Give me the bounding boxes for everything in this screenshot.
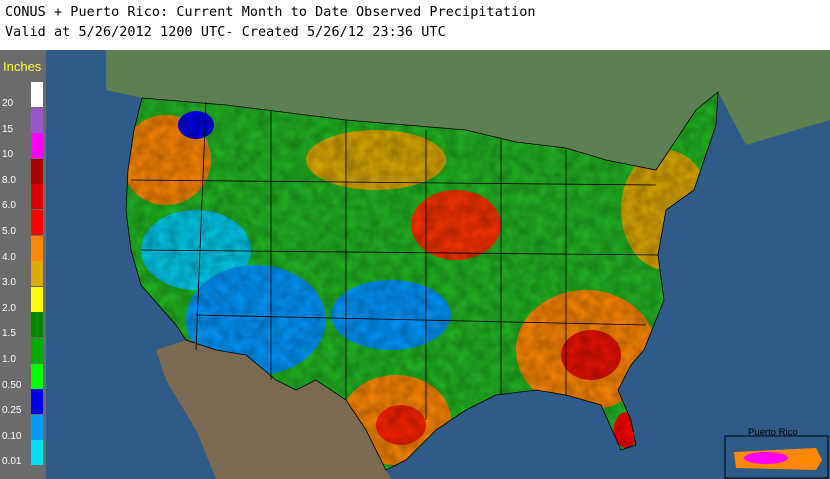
precipitation-map: [46, 50, 830, 479]
legend-swatch: [31, 158, 43, 184]
legend-tick-label: 0.25: [2, 405, 22, 417]
legend-swatch: [31, 286, 43, 312]
legend-tick-label: 6.0: [2, 200, 16, 212]
legend-tick-label: 15: [2, 123, 14, 135]
legend-swatch: [31, 235, 43, 261]
legend-swatch: [31, 389, 43, 415]
legend-swatch: [31, 440, 43, 466]
precipitation-legend: Inches 20 15 10 8.0 6.0 5.0 4.0 3.0 2.0 1.5 1.0 0.5…: [0, 50, 46, 479]
legend-tick-label: 1.0: [2, 354, 16, 365]
legend-tick-label: 8.0: [2, 174, 16, 186]
mexico-land: [156, 340, 391, 479]
legend-swatch: [31, 261, 43, 287]
legend-swatch: [31, 414, 43, 440]
header: CONUS + Puerto Rico: Current Month to Da…: [0, 0, 830, 50]
puerto-rico-inset: [724, 435, 829, 479]
legend-swatch: [31, 210, 43, 235]
state-line-1: [195, 101, 207, 351]
legend-swatch: [31, 82, 43, 107]
legend-tick-label: 20: [2, 98, 14, 109]
legend-title: Inches: [3, 59, 42, 74]
legend-tick-label: 1.5: [2, 328, 16, 340]
legend-swatch: [31, 133, 43, 159]
state-line-7: [130, 179, 657, 186]
legend-tick-label: 4.0: [2, 251, 16, 263]
state-boundaries: [125, 91, 719, 471]
valid-time: Valid at 5/26/2012 1200 UTC- Created 5/2…: [5, 25, 446, 40]
legend-tick-label: 3.0: [2, 277, 16, 289]
legend-tick-label: 10: [2, 149, 14, 161]
state-line-8: [140, 249, 659, 256]
puerto-rico-heavy: [744, 452, 788, 464]
legend-swatch: [31, 312, 43, 338]
canada-land: [106, 50, 830, 170]
legend-tick-label: 0.01: [2, 456, 22, 468]
legend-swatch: [31, 363, 43, 389]
legend-tick-label: 2.0: [2, 302, 16, 314]
legend-swatch: [31, 338, 43, 363]
legend-tick-label: 0.50: [2, 379, 22, 391]
map-title: CONUS + Puerto Rico: Current Month to Da…: [5, 5, 536, 20]
puerto-rico-label: Puerto Rico: [748, 427, 798, 438]
state-line-9: [195, 314, 647, 326]
legend-swatch: [31, 107, 43, 133]
us-outline: [125, 91, 719, 471]
legend-swatch: [31, 184, 43, 210]
legend-tick-label: 5.0: [2, 226, 16, 237]
legend-tick-label: 0.10: [2, 430, 22, 442]
